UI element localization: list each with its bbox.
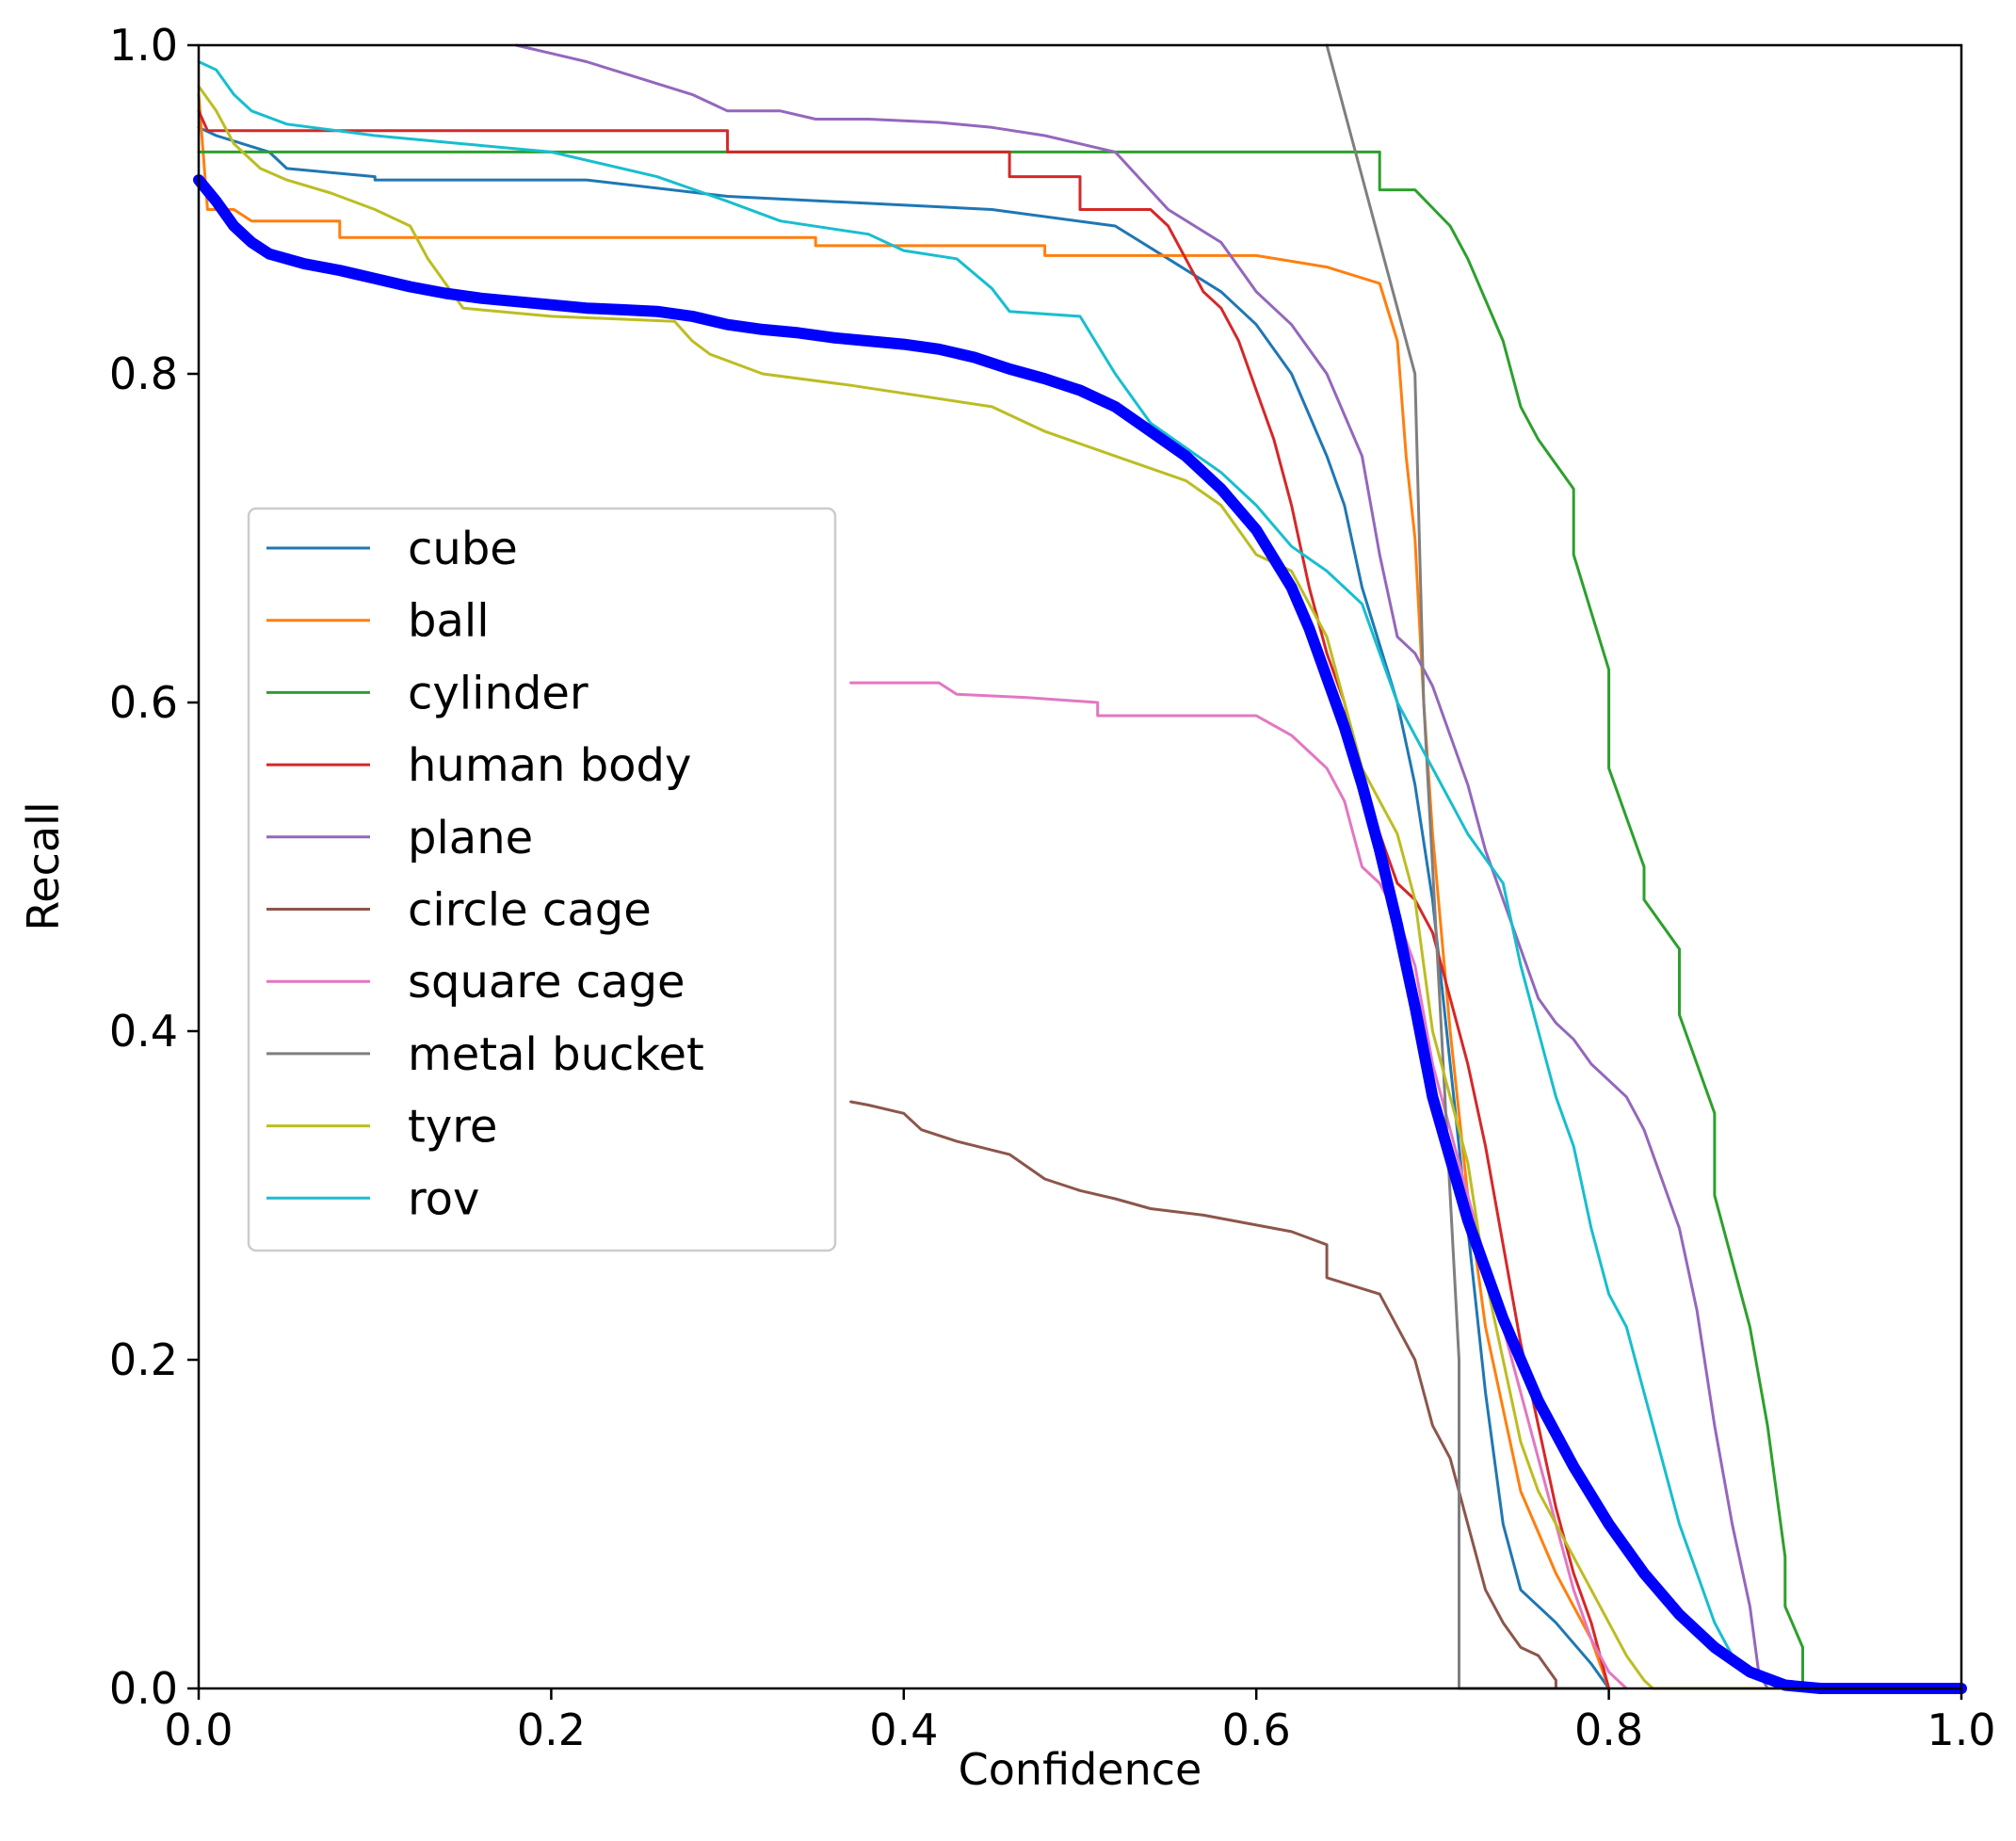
y-tick-label: 0.0	[109, 1663, 178, 1714]
legend-entry-label: cube	[408, 523, 518, 575]
y-tick-label: 0.6	[109, 677, 178, 728]
y-tick-label: 0.4	[109, 1006, 178, 1057]
series-line-tyre	[197, 85, 1787, 1690]
x-tick-label: 0.4	[869, 1704, 938, 1755]
y-axis-ticks: 0.0 0.2 0.4 0.6 0.8 1.0	[109, 20, 199, 1714]
legend-entry-label: ball	[408, 595, 490, 648]
legend-entry-label: square cage	[408, 956, 685, 1009]
series-line-cylinder	[197, 150, 1963, 1690]
y-tick-label: 1.0	[109, 20, 178, 71]
x-tick-label: 0.8	[1574, 1704, 1643, 1755]
legend-entry-label: circle cage	[408, 884, 652, 937]
x-axis-ticks: 0.0 0.2 0.4 0.6 0.8 1.0	[164, 1688, 1996, 1755]
legend: cube ball cylinder human body plane circle ca…	[247, 507, 837, 1252]
series-line-cube	[197, 125, 1611, 1690]
legend-entry-label: cylinder	[408, 667, 589, 719]
series-line-rov	[197, 60, 1963, 1690]
x-tick-label: 1.0	[1927, 1704, 1995, 1755]
x-axis-label: Confidence	[959, 1744, 1202, 1795]
series-line-all-classes	[193, 174, 1967, 1694]
series-line-human-body	[197, 109, 1611, 1690]
legend-entry-label: tyre	[408, 1101, 497, 1154]
y-axis-label: Recall	[18, 801, 69, 930]
legend-entry-label: human body	[408, 739, 691, 792]
legend-entry-label: rov	[408, 1172, 479, 1225]
series-line-circle-cage	[849, 1100, 1611, 1690]
series-line-plane	[514, 43, 1769, 1690]
x-tick-label: 0.0	[164, 1704, 233, 1755]
series-line-metal-bucket	[1325, 43, 1611, 1690]
x-tick-label: 0.2	[517, 1704, 586, 1755]
y-tick-label: 0.8	[109, 348, 178, 399]
x-tick-label: 0.6	[1222, 1704, 1291, 1755]
plot-frame	[197, 43, 1963, 1690]
legend-entry-label: metal bucket	[408, 1028, 704, 1081]
series-layer	[193, 43, 1967, 1694]
legend-entry-label: plane	[408, 812, 533, 864]
legend-box	[247, 507, 837, 1252]
series-line-ball	[197, 92, 1611, 1690]
y-tick-label: 0.2	[109, 1334, 178, 1385]
